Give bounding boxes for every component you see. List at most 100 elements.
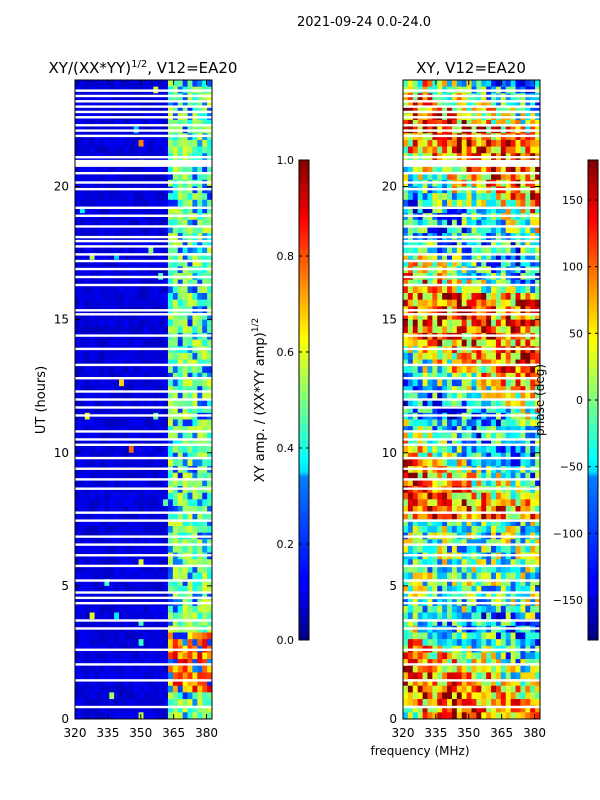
heatmap-cell [500, 372, 507, 380]
heatmap-cell [79, 359, 86, 367]
heatmap-cell [427, 352, 433, 360]
heatmap-cell [148, 672, 154, 680]
heatmap-cell [138, 399, 144, 407]
heatmap-cell [207, 585, 212, 593]
heatmap-cell [128, 659, 135, 667]
heatmap-cell [495, 139, 502, 147]
heatmap-cell [123, 665, 130, 673]
heatmap-cell [427, 446, 433, 454]
heatmap-cell [530, 506, 536, 514]
heatmap-cell [128, 612, 135, 620]
heatmap-cell [109, 166, 115, 174]
heatmap-cell [163, 199, 169, 207]
heatmap-cell [403, 419, 409, 427]
heatmap-cell [119, 366, 125, 374]
heatmap-cell [422, 399, 428, 407]
heatmap-cell [491, 299, 497, 307]
heatmap-cell [163, 559, 169, 567]
heatmap-cell [158, 339, 164, 347]
left-colorbar-ticks: 0.00.20.40.60.81.0 [277, 154, 309, 647]
heatmap-cell [187, 406, 193, 414]
heatmap-cell [202, 312, 208, 321]
heatmap-cell [172, 426, 179, 434]
heatmap-cell [182, 299, 188, 307]
heatmap-cell [94, 472, 100, 480]
heatmap-cell [451, 352, 458, 360]
heatmap-cell [119, 146, 125, 154]
heatmap-cell [432, 392, 438, 400]
heatmap-cell [75, 246, 81, 254]
flagged-gap-line [75, 663, 212, 666]
heatmap-cell [143, 605, 149, 613]
heatmap-cell [476, 352, 482, 360]
heatmap-cell [510, 253, 516, 261]
heatmap-cell [99, 359, 105, 367]
heatmap-cell [128, 692, 135, 700]
heatmap-cell [104, 559, 110, 567]
heatmap-cell [138, 173, 144, 181]
heatmap-cell [427, 432, 433, 440]
heatmap-cell [535, 206, 540, 214]
heatmap-cell [133, 679, 139, 687]
heatmap-cell [153, 279, 159, 287]
heatmap-cell [163, 386, 169, 394]
heatmap-cell [109, 605, 115, 613]
heatmap-cell [192, 679, 198, 687]
heatmap-cell [486, 372, 492, 380]
heatmap-cell [520, 506, 526, 514]
heatmap-cell [79, 639, 86, 647]
heatmap-cell [202, 106, 208, 114]
heatmap-cell [187, 446, 193, 454]
heatmap-cell [177, 399, 184, 407]
heatmap-cell [177, 339, 184, 347]
heatmap-cell [442, 366, 448, 374]
heatmap-cell [182, 446, 188, 454]
heatmap-cell [202, 259, 208, 267]
heatmap-cell [471, 459, 477, 467]
heatmap-cell [104, 699, 110, 707]
flagged-gap-line [75, 116, 212, 119]
heatmap-cell [510, 293, 516, 301]
heatmap-cell [128, 605, 135, 613]
heatmap-cell [437, 239, 443, 247]
heatmap-cell [427, 219, 433, 227]
heatmap-cell [197, 592, 203, 600]
heatmap-cell [143, 619, 149, 627]
heatmap-cell [456, 359, 463, 367]
heatmap-cell [403, 579, 409, 587]
heatmap-cell [520, 379, 526, 387]
heatmap-cell [202, 146, 208, 154]
heatmap-cell [476, 519, 482, 527]
heatmap-cell [163, 499, 169, 507]
heatmap-cell [89, 352, 95, 360]
heatmap-cell [128, 619, 135, 627]
heatmap-cell [417, 399, 423, 407]
heatmap-cell [167, 106, 174, 114]
heatmap-cell [486, 439, 492, 447]
heatmap-cell [153, 506, 159, 514]
heatmap-cell [525, 80, 531, 88]
heatmap-cell [403, 146, 409, 154]
heatmap-cell [153, 119, 159, 127]
heatmap-cell [177, 559, 184, 567]
heatmap-cell [510, 339, 516, 347]
heatmap-cell [138, 665, 144, 673]
heatmap-cell [104, 259, 110, 267]
heatmap-cell [123, 632, 130, 640]
heatmap-cell [505, 592, 512, 600]
heatmap-cell [109, 592, 115, 600]
heatmap-cell [99, 372, 105, 380]
heatmap-cell [89, 99, 95, 108]
heatmap-cell [495, 239, 502, 247]
heatmap-cell [75, 253, 81, 261]
heatmap-cell [89, 479, 95, 487]
heatmap-cell [515, 512, 521, 520]
heatmap-cell [481, 80, 487, 88]
heatmap-cell [417, 499, 423, 507]
heatmap-cell [143, 246, 149, 254]
heatmap-cell [75, 259, 81, 267]
heatmap-cell [104, 472, 110, 480]
heatmap-cell [84, 259, 91, 267]
heatmap-cell [133, 386, 139, 394]
heatmap-cell [114, 525, 120, 534]
